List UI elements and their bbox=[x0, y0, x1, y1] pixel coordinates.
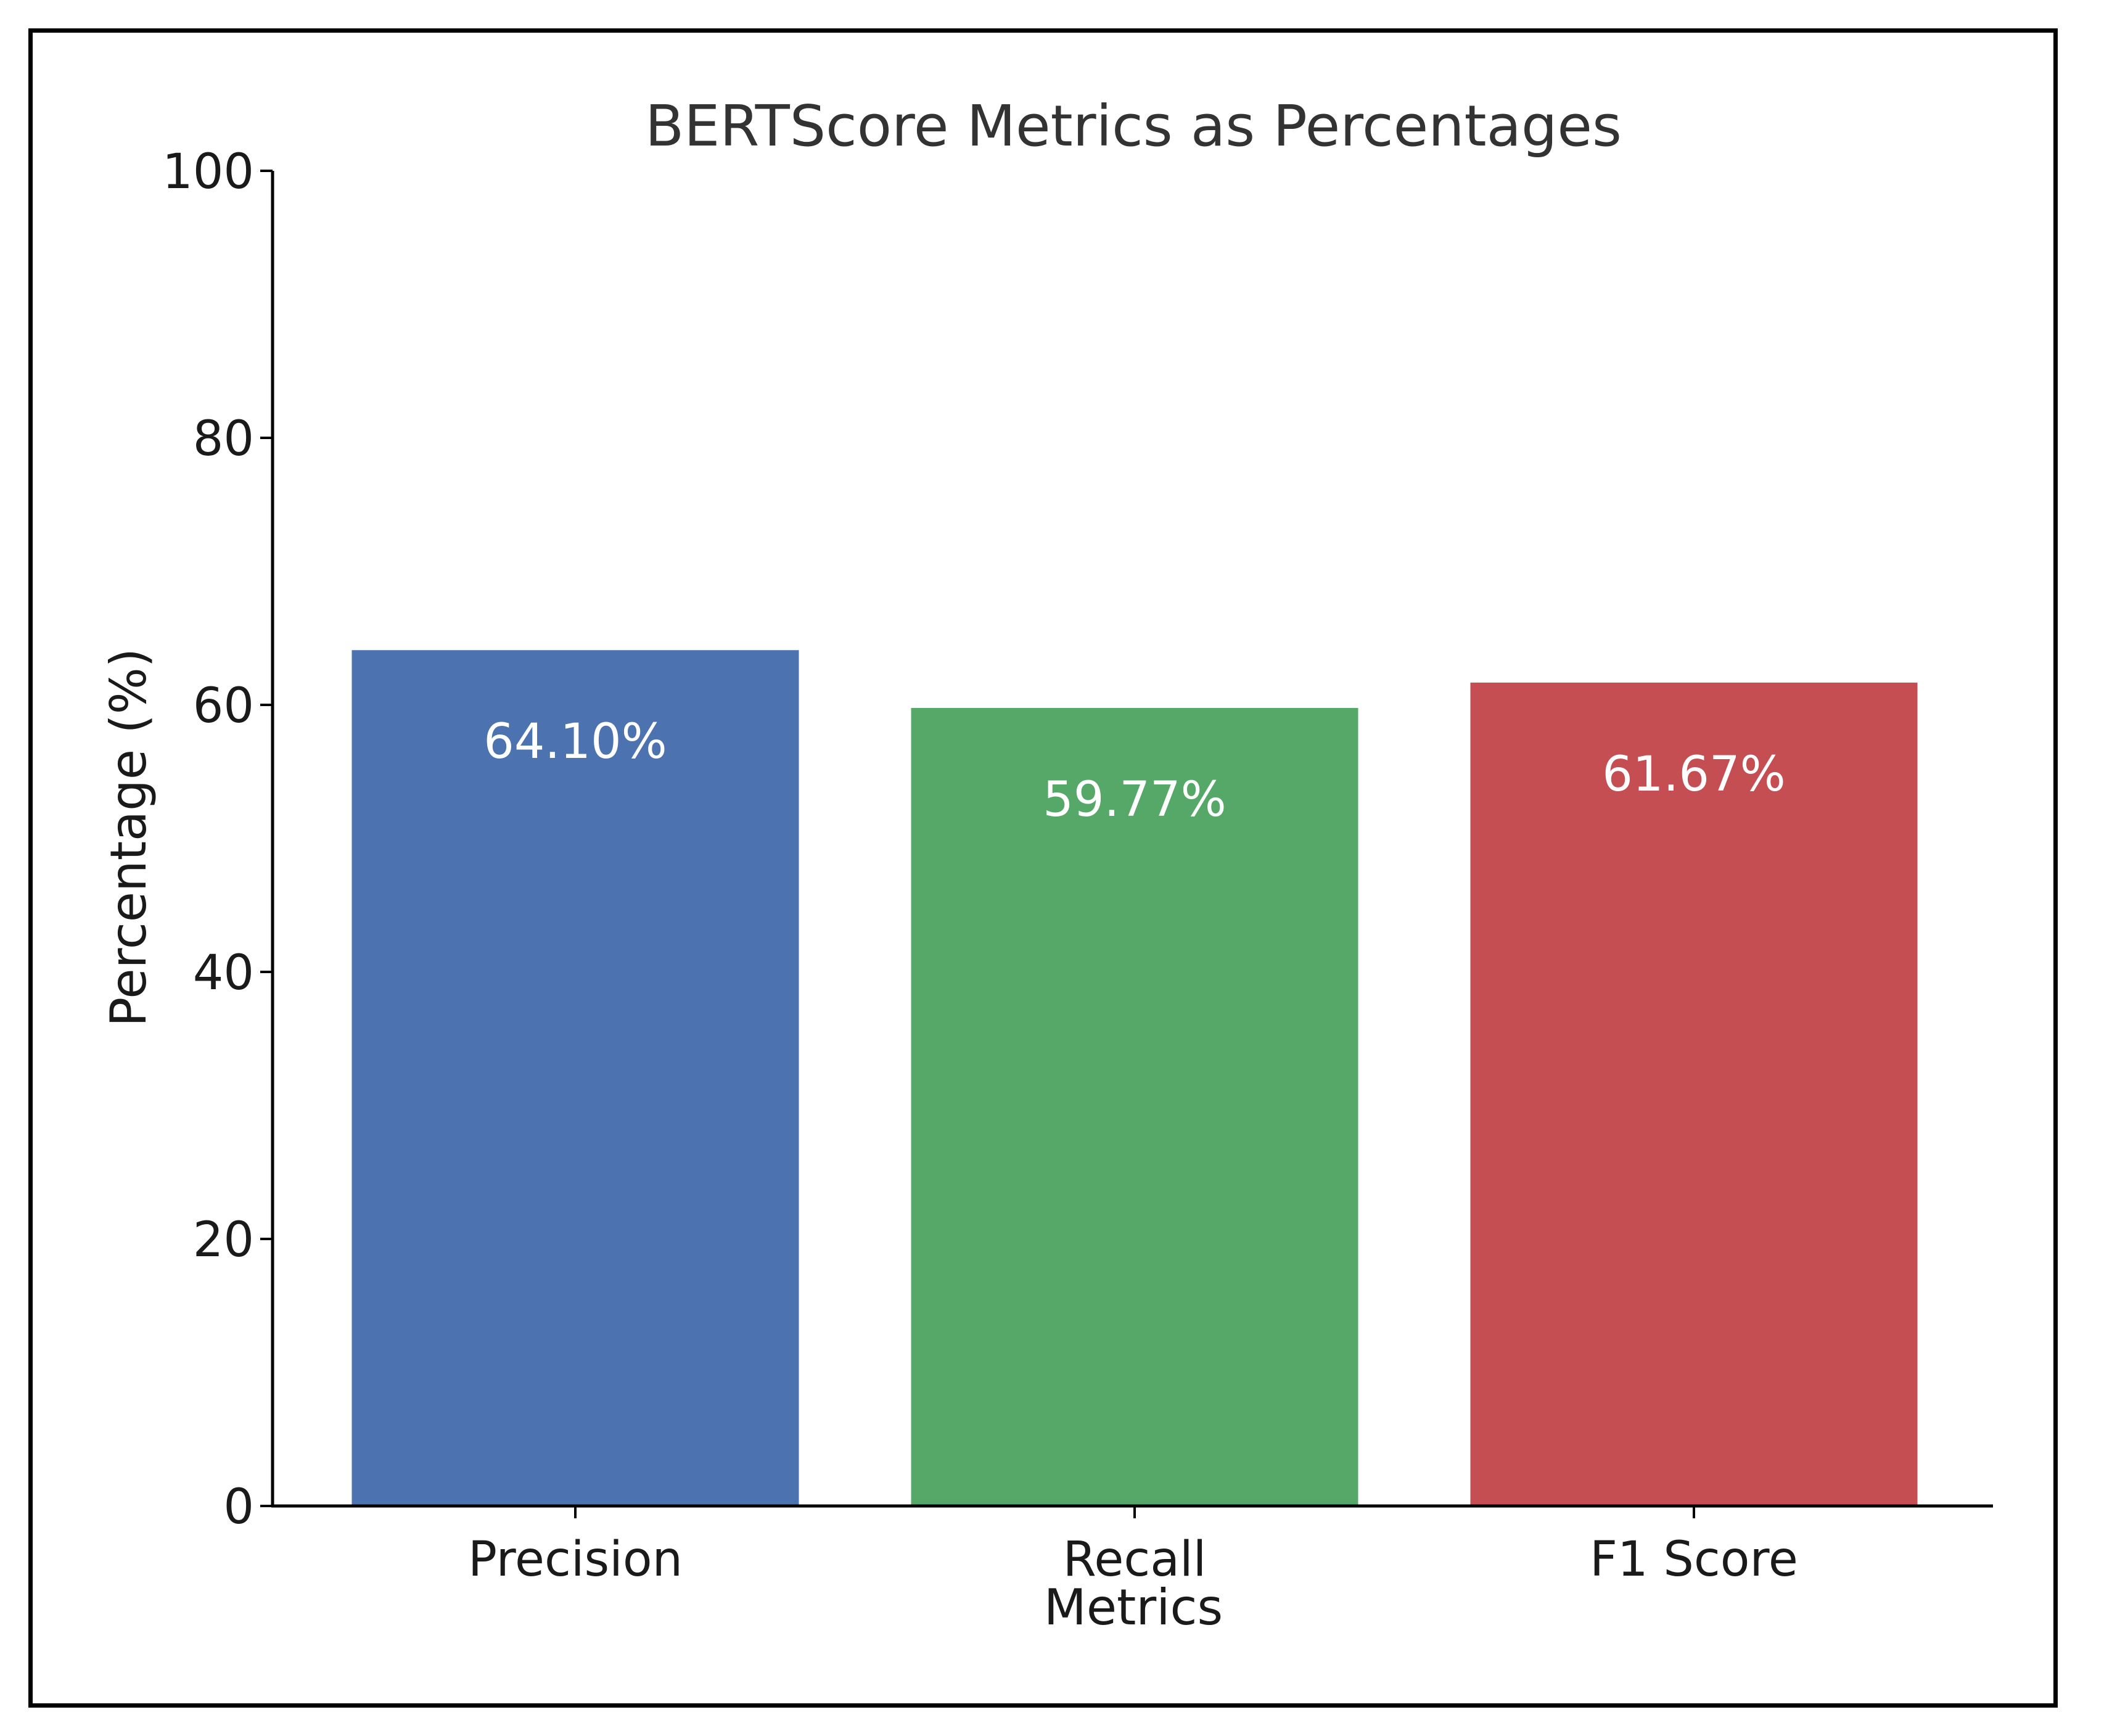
x-tick-label: Recall bbox=[1063, 1532, 1207, 1587]
bar-value-label: 61.67% bbox=[1602, 747, 1785, 802]
y-tick-label: 20 bbox=[193, 1212, 254, 1268]
bar bbox=[1470, 682, 1918, 1506]
y-axis: 0 20 40 60 80 100 bbox=[162, 144, 274, 1535]
x-tick-label: Precision bbox=[468, 1532, 683, 1587]
bars-layer bbox=[351, 650, 1918, 1506]
y-tick-label: 0 bbox=[223, 1479, 254, 1535]
chart-title: BERTScore Metrics as Percentages bbox=[645, 93, 1622, 159]
x-axis: Precision Recall F1 Score bbox=[271, 1504, 1993, 1587]
bar-value-label: 64.10% bbox=[483, 714, 667, 770]
y-tick-label: 60 bbox=[193, 678, 254, 734]
bar bbox=[351, 650, 799, 1506]
y-tick-label: 80 bbox=[193, 411, 254, 467]
y-tick-label: 40 bbox=[193, 945, 254, 1001]
y-axis-title: Percentage (%) bbox=[100, 648, 157, 1027]
bar-labels-layer: 64.10% 59.77% 61.67% bbox=[483, 714, 1785, 828]
y-tick-label: 100 bbox=[162, 144, 254, 200]
x-axis-title: Metrics bbox=[1044, 1579, 1223, 1636]
bar-value-label: 59.77% bbox=[1043, 772, 1226, 828]
x-tick-label: F1 Score bbox=[1590, 1532, 1798, 1587]
bar bbox=[911, 707, 1358, 1506]
